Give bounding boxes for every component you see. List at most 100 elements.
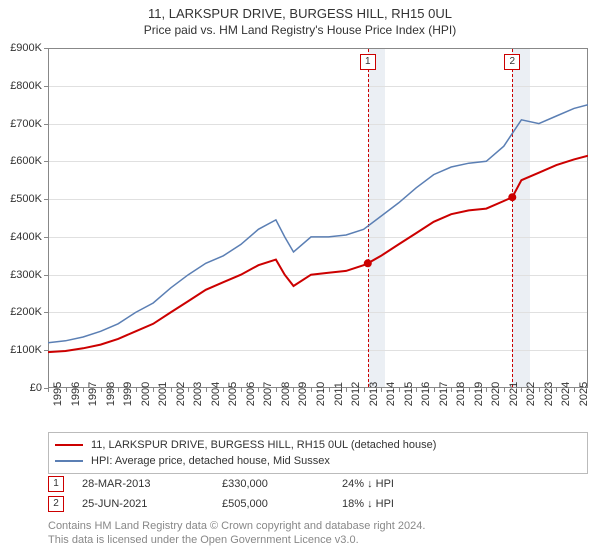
footnote-line: Contains HM Land Registry data © Crown c… (48, 520, 588, 534)
x-tick (241, 388, 242, 392)
x-tick (346, 388, 347, 392)
x-axis-label: 2004 (210, 382, 222, 406)
x-axis-label: 2010 (315, 382, 327, 406)
x-tick (188, 388, 189, 392)
x-tick (83, 388, 84, 392)
legend: 11, LARKSPUR DRIVE, BURGESS HILL, RH15 0… (48, 432, 588, 474)
x-tick (504, 388, 505, 392)
legend-swatch (55, 460, 83, 462)
x-tick (381, 388, 382, 392)
sale-diff: 24% ↓ HPI (342, 478, 462, 490)
sale-row: 1 28-MAR-2013£330,00024% ↓ HPI (48, 474, 588, 494)
sale-date: 25-JUN-2021 (82, 498, 222, 510)
series-marker (364, 259, 372, 267)
x-tick (293, 388, 294, 392)
x-tick (469, 388, 470, 392)
sale-marker: 2 (48, 496, 64, 512)
x-axis-label: 2007 (262, 382, 274, 406)
x-axis-label: 2005 (227, 382, 239, 406)
x-tick (539, 388, 540, 392)
x-axis-label: 2021 (508, 382, 520, 406)
x-axis-label: 2024 (560, 382, 572, 406)
legend-item: HPI: Average price, detached house, Mid … (55, 453, 581, 469)
chart: £0£100K£200K£300K£400K£500K£600K£700K£80… (48, 48, 588, 388)
x-tick (416, 388, 417, 392)
x-axis-label: 2009 (297, 382, 309, 406)
x-tick (223, 388, 224, 392)
series-line-price_paid (48, 156, 588, 352)
y-axis-label: £300K (10, 269, 42, 281)
x-axis-label: 2008 (280, 382, 292, 406)
x-tick (118, 388, 119, 392)
x-axis-label: 2017 (438, 382, 450, 406)
x-tick (329, 388, 330, 392)
x-axis-label: 2002 (175, 382, 187, 406)
x-tick (276, 388, 277, 392)
x-axis-label: 2000 (140, 382, 152, 406)
x-axis-label: 2006 (245, 382, 257, 406)
x-tick (311, 388, 312, 392)
legend-item: 11, LARKSPUR DRIVE, BURGESS HILL, RH15 0… (55, 437, 581, 453)
x-axis-label: 2018 (455, 382, 467, 406)
y-axis-label: £500K (10, 193, 42, 205)
x-tick (451, 388, 452, 392)
x-axis-label: 2023 (543, 382, 555, 406)
x-axis-label: 2011 (333, 382, 345, 406)
x-tick (574, 388, 575, 392)
y-axis-label: £700K (10, 118, 42, 130)
x-tick (486, 388, 487, 392)
page-title: 11, LARKSPUR DRIVE, BURGESS HILL, RH15 0… (0, 6, 600, 21)
x-axis-label: 1999 (122, 382, 134, 406)
series-line-hpi (48, 105, 588, 343)
y-axis-label: £600K (10, 155, 42, 167)
y-axis-label: £900K (10, 42, 42, 54)
x-axis-label: 2012 (350, 382, 362, 406)
x-axis-label: 2022 (525, 382, 537, 406)
footnote: Contains HM Land Registry data © Crown c… (48, 520, 588, 548)
x-tick (521, 388, 522, 392)
x-axis-label: 2015 (403, 382, 415, 406)
x-axis-label: 2014 (385, 382, 397, 406)
y-axis-label: £800K (10, 80, 42, 92)
x-axis-label: 1996 (70, 382, 82, 406)
x-tick (556, 388, 557, 392)
sale-diff: 18% ↓ HPI (342, 498, 462, 510)
x-tick (136, 388, 137, 392)
x-axis-label: 2016 (420, 382, 432, 406)
x-axis-label: 2020 (490, 382, 502, 406)
y-axis-label: £0 (30, 382, 42, 394)
x-tick (101, 388, 102, 392)
sale-marker: 1 (48, 476, 64, 492)
x-axis-label: 2025 (578, 382, 590, 406)
x-axis-label: 2013 (368, 382, 380, 406)
x-tick (66, 388, 67, 392)
x-tick (153, 388, 154, 392)
x-tick (399, 388, 400, 392)
sale-date: 28-MAR-2013 (82, 478, 222, 490)
footnote-line: This data is licensed under the Open Gov… (48, 534, 588, 548)
x-axis-label: 2001 (157, 382, 169, 406)
x-tick (171, 388, 172, 392)
sale-price: £505,000 (222, 498, 342, 510)
x-tick (364, 388, 365, 392)
sale-row: 2 25-JUN-2021£505,00018% ↓ HPI (48, 494, 588, 514)
reference-marker: 2 (504, 54, 520, 70)
reference-marker: 1 (360, 54, 376, 70)
x-axis-label: 1998 (105, 382, 117, 406)
line-series (48, 48, 588, 388)
x-axis-label: 1997 (87, 382, 99, 406)
series-marker (508, 193, 516, 201)
y-axis-label: £400K (10, 231, 42, 243)
sale-price: £330,000 (222, 478, 342, 490)
legend-label: HPI: Average price, detached house, Mid … (91, 455, 330, 467)
x-tick (434, 388, 435, 392)
x-tick (206, 388, 207, 392)
page-subtitle: Price paid vs. HM Land Registry's House … (0, 23, 600, 37)
x-axis-label: 1995 (52, 382, 64, 406)
x-tick (258, 388, 259, 392)
legend-label: 11, LARKSPUR DRIVE, BURGESS HILL, RH15 0… (91, 439, 436, 451)
legend-swatch (55, 444, 83, 446)
sales-table: 1 28-MAR-2013£330,00024% ↓ HPI 2 25-JUN-202… (48, 474, 588, 514)
x-tick (48, 388, 49, 392)
x-axis-label: 2019 (473, 382, 485, 406)
